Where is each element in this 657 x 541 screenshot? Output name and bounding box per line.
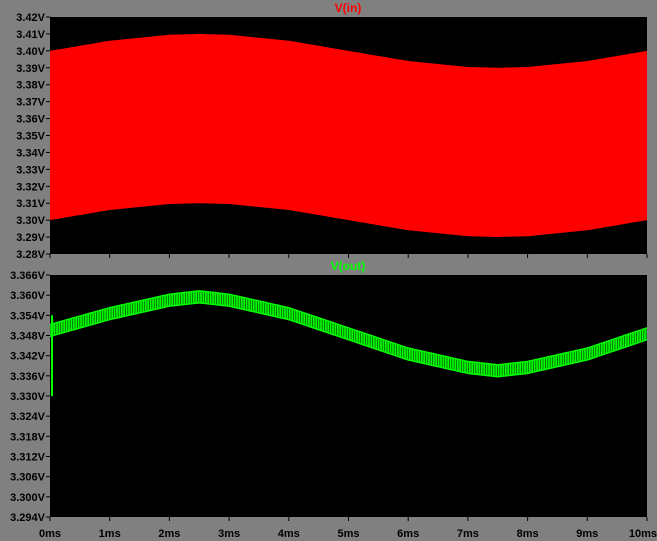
y-tick-label: 3.318V [10,431,46,443]
pane-vin-x-ticks [49,254,648,258]
y-tick-label: 3.354V [10,310,46,322]
y-tick-label: 3.306V [10,472,46,484]
x-tick-label: 0ms [39,528,61,540]
y-tick-label: 3.330V [10,391,46,403]
pane-vin-trace [50,33,647,238]
y-tick-label: 3.300V [10,492,46,504]
y-tick-label: 3.30V [16,215,45,227]
x-tick-label: 9ms [576,528,598,540]
y-tick-label: 3.29V [16,232,45,244]
y-tick-label: 3.37V [16,97,45,109]
y-tick-label: 3.42V [16,12,45,24]
y-tick-label: 3.348V [10,331,46,343]
y-tick-label: 3.312V [10,452,46,464]
x-tick-label: 4ms [278,528,300,540]
y-tick-label: 3.360V [10,290,46,302]
y-tick-label: 3.324V [10,411,46,423]
x-tick-label: 7ms [457,528,479,540]
y-tick-label: 3.38V [16,80,45,92]
x-tick-label: 2ms [158,528,180,540]
y-tick-label: 3.342V [10,351,46,363]
x-tick-label: 8ms [517,528,539,540]
pane-vin[interactable]: V(in) 3.28V 3.29V 3.30V 3.31V 3.32V 3.33V 3.34… [16,1,648,261]
x-tick-label: 3ms [218,528,240,540]
y-tick-label: 3.336V [10,371,46,383]
y-tick-label: 3.34V [16,147,45,159]
y-tick-label: 3.36V [16,114,45,126]
y-tick-label: 3.41V [16,29,45,41]
y-tick-label: 3.39V [16,63,45,75]
y-tick-label: 3.32V [16,181,45,193]
x-tick-label: 1ms [99,528,121,540]
y-tick-label: 3.31V [16,198,45,210]
y-tick-label: 3.33V [16,164,45,176]
vout-startup [51,315,54,396]
y-tick-label: 3.28V [16,249,45,261]
pane-vout-title[interactable]: V(out) [331,259,366,273]
pane-vout-y-axis: 3.294V 3.300V 3.306V 3.312V 3.318V 3.324V 3.33… [10,270,50,524]
x-tick-label: 5ms [337,528,359,540]
x-tick-label: 6ms [397,528,419,540]
pane-vout-plot-area[interactable] [50,275,647,517]
pane-vin-title[interactable]: V(in) [335,1,362,15]
y-tick-label: 3.40V [16,46,45,58]
vin-envelope [50,33,647,238]
y-tick-label: 3.35V [16,131,45,143]
pane-vout-trace [50,290,647,396]
pane-vin-y-axis: 3.28V 3.29V 3.30V 3.31V 3.32V 3.33V 3.34V 3.35V… [16,12,50,261]
y-tick-label: 3.366V [10,270,46,282]
y-tick-label: 3.294V [10,512,46,524]
pane-vout-x-axis: 0ms 1ms 2ms 3ms 4ms 5ms 6ms 7ms 8ms 9ms 10ms [39,517,657,540]
x-tick-label: 10ms [629,528,657,540]
pane-vout[interactable]: V(out) 3.294V 3.300V 3.306V 3.312V 3.318V 3.3… [10,259,657,540]
